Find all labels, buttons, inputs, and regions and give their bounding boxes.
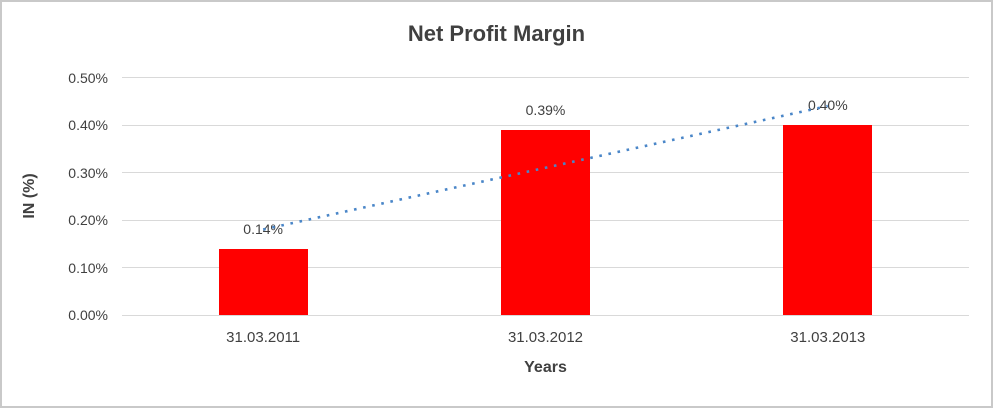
gridline (122, 77, 969, 78)
data-label: 0.14% (243, 220, 283, 237)
y-axis-title: IN (%) (21, 173, 38, 219)
y-axis-tick-label: 0.30% (68, 164, 108, 181)
bar-31.03.2013 (783, 125, 873, 315)
y-axis-tick-label: 0.40% (68, 117, 108, 133)
x-axis-tick-label: 31.03.2011 (226, 329, 301, 346)
x-axis-title: Years (524, 359, 567, 376)
data-label: 0.40% (807, 97, 848, 113)
y-axis-tick-label: 0.50% (68, 69, 108, 86)
gridline (122, 314, 969, 316)
y-axis-tick-label: 0.10% (68, 259, 108, 276)
chart-title: Net Profit Margin (407, 21, 586, 46)
y-axis-tick-label: 0.00% (68, 307, 108, 323)
x-axis-tick-label: 31.03.2013 (790, 329, 866, 346)
x-axis-tick-label: 31.03.2012 (507, 329, 584, 346)
data-label: 0.39% (525, 101, 566, 118)
y-axis-tick-label: 0.20% (68, 212, 108, 228)
bar-31.03.2012 (501, 129, 590, 315)
bar-31.03.2011 (218, 248, 308, 315)
